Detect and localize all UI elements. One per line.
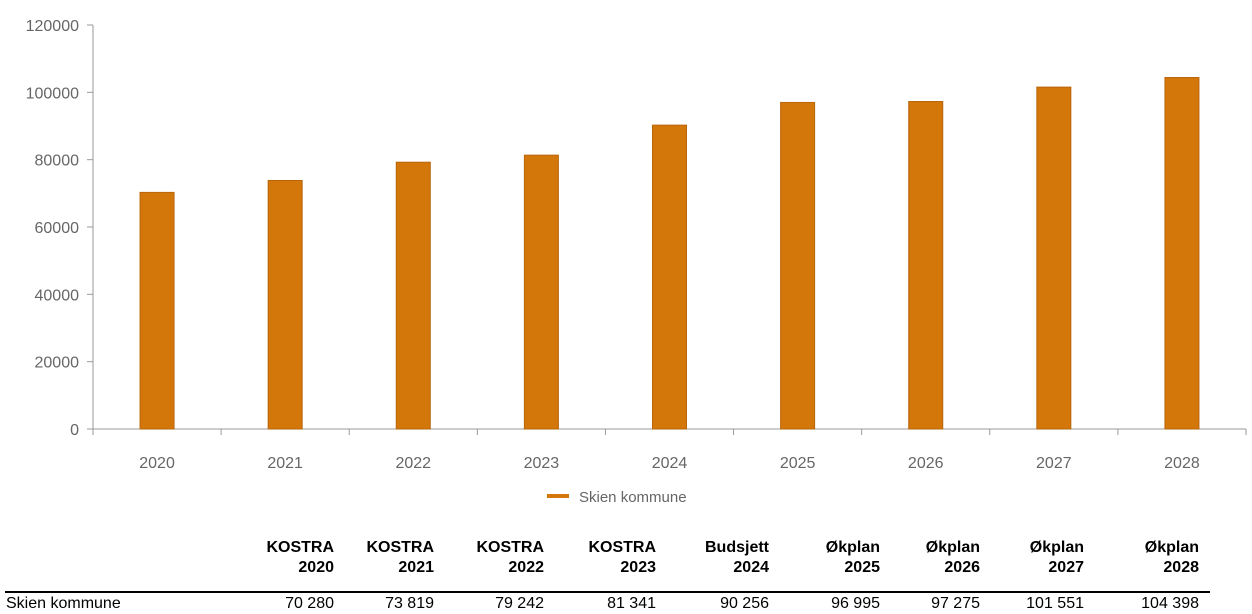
x-tick-label: 2022: [395, 455, 431, 472]
x-tick-label: 2020: [139, 455, 175, 472]
x-tick-label: 2024: [652, 455, 688, 472]
table-cell: 104 398: [1141, 595, 1199, 612]
y-tick-label: 20000: [35, 355, 80, 372]
bar-2020[interactable]: [139, 191, 175, 430]
table-cell: 90 256: [720, 595, 769, 612]
table-header: Økplan 2026: [880, 538, 980, 578]
y-tick-label: 0: [70, 422, 79, 439]
x-tick-label: 2028: [1164, 455, 1200, 472]
header-line1: KOSTRA: [266, 539, 334, 556]
table-header: Økplan 2025: [780, 538, 880, 578]
header-line1: KOSTRA: [588, 539, 656, 556]
y-axis: 0 20000 40000 60000 80000 100000 120000: [26, 18, 94, 439]
table-cell: 96 995: [831, 595, 880, 612]
header-line2: 2025: [844, 559, 880, 576]
bar-2027[interactable]: [1036, 86, 1072, 430]
table-cell: 73 819: [385, 595, 434, 612]
header-line1: Økplan: [925, 539, 980, 556]
y-tick-label: 120000: [26, 18, 79, 35]
header-line1: Budsjett: [705, 539, 769, 556]
bar-2023[interactable]: [523, 154, 559, 430]
header-line1: KOSTRA: [366, 539, 434, 556]
header-line2: 2024: [733, 559, 769, 576]
table-cell: 79 242: [495, 595, 544, 612]
header-line2: 2021: [398, 559, 434, 576]
bar-2028[interactable]: [1164, 77, 1200, 430]
legend-label: Skien kommune: [579, 489, 687, 506]
header-line1: Økplan: [1144, 539, 1199, 556]
header-line2: 2027: [1048, 559, 1084, 576]
table-cell: 97 275: [931, 595, 980, 612]
bar-2024[interactable]: [652, 124, 687, 430]
header-line2: 2020: [298, 559, 334, 576]
y-tick-label: 40000: [35, 287, 80, 304]
header-line1: Økplan: [1029, 539, 1084, 556]
header-line2: 2022: [508, 559, 544, 576]
row-label: Skien kommune: [6, 595, 121, 612]
header-line2: 2028: [1163, 559, 1199, 576]
x-tick-label: 2021: [267, 455, 303, 472]
bar-2021[interactable]: [267, 179, 303, 430]
bar-2022[interactable]: [395, 161, 431, 430]
bar-series: [139, 77, 1200, 430]
bar-2026[interactable]: [908, 101, 944, 430]
header-line1: KOSTRA: [476, 539, 544, 556]
x-tick-label: 2023: [524, 455, 560, 472]
table-header: Økplan 2028: [1099, 538, 1199, 578]
table-cell: 70 280: [285, 595, 334, 612]
bar-2025[interactable]: [780, 101, 816, 430]
x-tick-label: 2026: [908, 455, 944, 472]
table-header: KOSTRA 2021: [334, 538, 434, 578]
table-header: Budsjett 2024: [669, 538, 769, 578]
x-tick-label: 2025: [780, 455, 816, 472]
y-tick-label: 80000: [35, 153, 80, 170]
header-line2: 2023: [620, 559, 656, 576]
header-line2: 2026: [944, 559, 980, 576]
x-axis: 2020 2021 2022 2023 2024 2025 2026 2027 2028: [92, 428, 1247, 472]
y-tick-label: 100000: [26, 85, 79, 102]
header-line1: Økplan: [825, 539, 880, 556]
table-header: KOSTRA 2022: [444, 538, 544, 578]
x-tick-label: 2027: [1036, 455, 1072, 472]
legend[interactable]: Skien kommune: [547, 489, 687, 506]
table-header: KOSTRA 2020: [234, 538, 334, 578]
table-divider: [5, 591, 1210, 593]
legend-swatch: [547, 494, 569, 498]
table-header: Økplan 2027: [984, 538, 1084, 578]
y-tick-label: 60000: [35, 220, 80, 237]
table-cell: 101 551: [1026, 595, 1084, 612]
table-header: KOSTRA 2023: [556, 538, 656, 578]
table-cell: 81 341: [607, 595, 656, 612]
